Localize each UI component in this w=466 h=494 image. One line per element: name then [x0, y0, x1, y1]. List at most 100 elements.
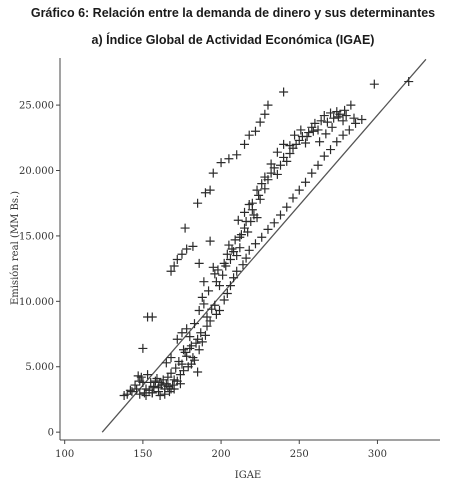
- data-point: [189, 355, 199, 365]
- y-axis-title: Emisión real (MM Bs.): [10, 191, 21, 305]
- data-point: [241, 253, 251, 263]
- data-point: [177, 359, 187, 369]
- data-point: [224, 154, 234, 164]
- data-point: [194, 258, 204, 268]
- data-point: [257, 232, 267, 242]
- data-point: [260, 184, 270, 194]
- data-point: [333, 112, 343, 122]
- data-point: [155, 377, 165, 387]
- data-point: [215, 305, 225, 315]
- data-point: [263, 100, 273, 110]
- data-point: [235, 243, 245, 253]
- data-point: [252, 185, 262, 195]
- data-point: [143, 370, 153, 380]
- data-point: [285, 149, 295, 158]
- data-point: [194, 345, 204, 355]
- data-point: [200, 330, 210, 340]
- data-point: [254, 190, 264, 200]
- y-tick-label: 0: [48, 428, 54, 439]
- data-point: [193, 198, 203, 208]
- x-tick-label: 300: [368, 449, 387, 460]
- data-point: [166, 266, 176, 276]
- data-point: [332, 137, 342, 147]
- data-point: [241, 217, 251, 227]
- chart-title: Gráfico 6: Relación entre la demanda de …: [30, 6, 436, 20]
- data-point: [149, 383, 159, 393]
- data-point: [369, 79, 379, 89]
- data-point: [202, 321, 212, 331]
- data-point: [338, 116, 348, 126]
- data-point: [275, 160, 285, 170]
- data-point: [193, 367, 203, 377]
- data-point: [222, 249, 232, 259]
- data-point: [215, 281, 225, 291]
- data-point: [272, 147, 282, 157]
- data-point: [186, 341, 196, 351]
- data-point: [166, 368, 176, 378]
- data-point: [319, 151, 329, 161]
- data-point: [132, 384, 142, 394]
- fit-line: [101, 58, 427, 433]
- data-point: [127, 387, 137, 397]
- data-point: [169, 375, 179, 385]
- data-point: [255, 117, 265, 127]
- data-point: [307, 168, 317, 178]
- axes: [59, 58, 440, 441]
- data-point: [266, 168, 276, 178]
- data-point: [125, 385, 135, 395]
- data-point: [275, 210, 285, 220]
- data-point: [313, 125, 323, 135]
- data-point: [285, 141, 295, 151]
- data-point: [210, 300, 220, 310]
- data-point: [205, 316, 215, 326]
- data-point: [269, 218, 279, 228]
- data-point: [166, 353, 176, 363]
- data-point: [216, 158, 226, 168]
- data-point: [191, 338, 201, 348]
- data-point: [243, 227, 253, 237]
- data-point: [238, 260, 248, 270]
- data-point: [168, 380, 178, 390]
- data-point: [193, 334, 203, 344]
- data-point: [266, 159, 276, 169]
- data-point: [263, 224, 273, 234]
- data-point: [200, 188, 210, 198]
- data-point: [189, 319, 199, 329]
- data-point: [294, 185, 304, 195]
- data-point: [177, 249, 187, 259]
- data-point: [175, 379, 185, 389]
- data-point: [252, 213, 262, 223]
- data-point: [210, 269, 220, 279]
- data-point: [182, 324, 192, 334]
- data-point: [302, 131, 312, 141]
- data-point: [341, 111, 351, 121]
- data-point: [197, 337, 207, 347]
- data-point: [310, 118, 320, 128]
- data-point: [304, 128, 314, 138]
- data-point: [316, 116, 326, 126]
- data-point: [172, 334, 182, 344]
- data-point: [208, 168, 218, 178]
- data-point: [235, 232, 245, 242]
- data-point: [357, 114, 367, 124]
- data-point: [154, 387, 164, 397]
- data-point: [141, 391, 151, 401]
- data-point: [319, 111, 329, 121]
- data-point: [282, 156, 292, 166]
- data-point: [222, 288, 232, 298]
- data-point: [205, 185, 215, 195]
- x-tick-label: 100: [55, 449, 74, 460]
- data-point: [185, 332, 195, 342]
- data-point: [290, 130, 300, 140]
- data-point: [197, 292, 207, 302]
- data-point: [225, 281, 235, 291]
- data-point: [135, 389, 145, 399]
- data-point: [232, 251, 242, 261]
- y-tick-label: 20.000: [19, 166, 54, 177]
- data-point: [227, 244, 237, 254]
- data-point: [301, 138, 311, 148]
- data-point: [155, 391, 165, 401]
- data-point: [229, 273, 239, 283]
- data-point: [177, 328, 187, 338]
